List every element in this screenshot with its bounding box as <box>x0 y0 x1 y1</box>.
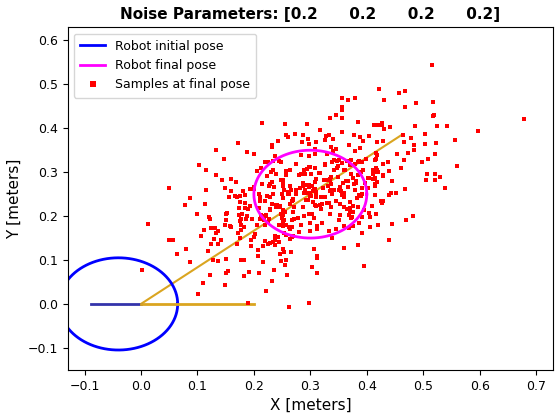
Legend: Robot initial pose, Robot final pose, Samples at final pose: Robot initial pose, Robot final pose, Sa… <box>74 34 256 97</box>
Y-axis label: Y [meters]: Y [meters] <box>7 158 22 239</box>
Title: Noise Parameters: [0.2      0.2      0.2      0.2]: Noise Parameters: [0.2 0.2 0.2 0.2] <box>120 7 501 22</box>
X-axis label: X [meters]: X [meters] <box>269 398 351 413</box>
